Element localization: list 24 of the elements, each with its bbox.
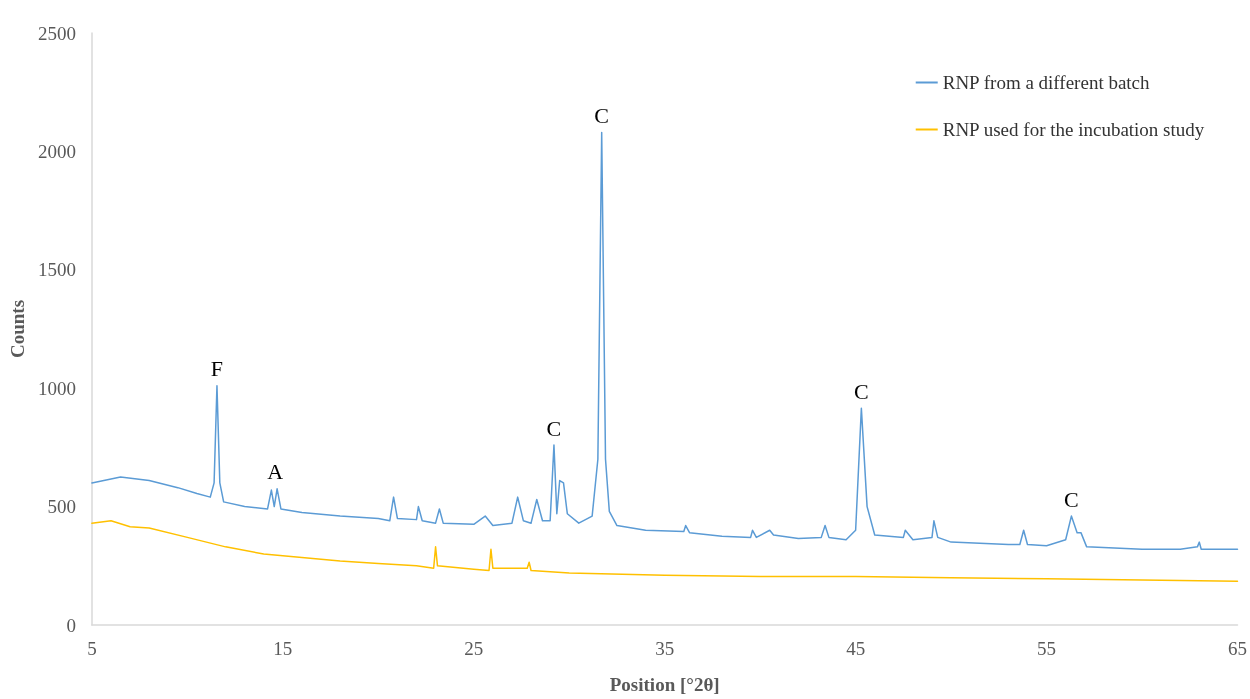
- y-axis-title: Counts: [7, 299, 28, 359]
- y-tick-label: 2500: [37, 22, 76, 44]
- line-series: [91, 520, 1239, 582]
- x-tick-label: 65: [1228, 638, 1247, 659]
- annotation: C: [546, 415, 562, 441]
- annotation: F: [210, 356, 224, 382]
- annotation: C: [1064, 486, 1079, 512]
- x-tick-label: 45: [846, 638, 866, 659]
- y-tick-label: 500: [47, 496, 76, 518]
- annotation: A: [267, 459, 284, 485]
- x-tick-label: 15: [273, 638, 293, 659]
- y-tick-label: 2000: [37, 140, 76, 162]
- x-tick-label: 35: [655, 638, 675, 659]
- y-tick-label: 0: [66, 614, 76, 636]
- x-tick-label: 55: [1037, 638, 1057, 659]
- y-tick-label: 1500: [37, 259, 76, 281]
- x-tick-label: 25: [464, 638, 484, 659]
- annotation: C: [594, 102, 610, 128]
- legend-label: RNP from a different batch: [942, 72, 1151, 93]
- x-tick-label: 5: [87, 638, 97, 659]
- x-axis-title: Position [°2θ]: [609, 674, 720, 695]
- y-tick-label: 1000: [37, 377, 76, 399]
- legend-label: RNP used for the incubation study: [942, 119, 1205, 140]
- annotation: C: [854, 378, 869, 404]
